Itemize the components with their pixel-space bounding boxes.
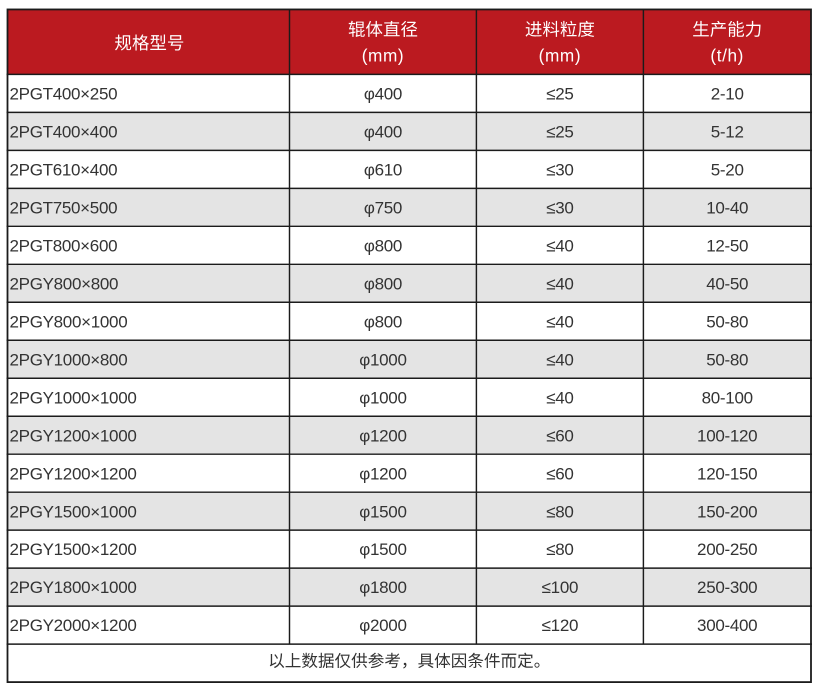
svg-text:120-150: 120-150 — [697, 464, 757, 483]
svg-text:12-50: 12-50 — [706, 236, 748, 255]
svg-text:5-12: 5-12 — [711, 122, 744, 141]
svg-text:≤40: ≤40 — [546, 388, 573, 407]
svg-text:80-100: 80-100 — [702, 388, 753, 407]
svg-text:≤30: ≤30 — [546, 160, 573, 179]
svg-text:250-300: 250-300 — [697, 578, 757, 597]
svg-text:2PGY800×800: 2PGY800×800 — [10, 274, 119, 293]
svg-text:2PGY1500×1000: 2PGY1500×1000 — [10, 502, 137, 521]
svg-text:200-250: 200-250 — [697, 540, 757, 559]
svg-text:≤60: ≤60 — [546, 464, 573, 483]
svg-text:2PGY1200×1200: 2PGY1200×1200 — [10, 464, 137, 483]
svg-text:φ400: φ400 — [364, 84, 402, 103]
svg-text:2PGY1000×1000: 2PGY1000×1000 — [10, 388, 137, 407]
svg-text:2PGT750×500: 2PGT750×500 — [10, 198, 118, 217]
svg-text:50-80: 50-80 — [706, 312, 748, 331]
svg-text:(t/h): (t/h) — [710, 45, 744, 65]
svg-text:φ800: φ800 — [364, 312, 402, 331]
svg-text:(mm): (mm) — [362, 45, 404, 65]
svg-text:≤25: ≤25 — [546, 122, 573, 141]
svg-text:≤60: ≤60 — [546, 426, 573, 445]
svg-text:≤80: ≤80 — [546, 540, 573, 559]
svg-text:φ1500: φ1500 — [359, 540, 406, 559]
svg-text:40-50: 40-50 — [706, 274, 748, 293]
svg-text:2PGY800×1000: 2PGY800×1000 — [10, 312, 128, 331]
svg-text:φ400: φ400 — [364, 122, 402, 141]
svg-text:φ1800: φ1800 — [359, 578, 406, 597]
svg-text:φ1000: φ1000 — [359, 388, 406, 407]
svg-text:≤120: ≤120 — [542, 616, 579, 635]
svg-text:50-80: 50-80 — [706, 350, 748, 369]
svg-text:φ610: φ610 — [364, 160, 402, 179]
svg-text:≤80: ≤80 — [546, 502, 573, 521]
svg-text:≤100: ≤100 — [542, 578, 579, 597]
svg-text:≤25: ≤25 — [546, 84, 573, 103]
svg-text:φ1500: φ1500 — [359, 502, 406, 521]
svg-text:φ800: φ800 — [364, 236, 402, 255]
svg-text:≤30: ≤30 — [546, 198, 573, 217]
svg-text:φ1000: φ1000 — [359, 350, 406, 369]
svg-text:2PGT800×600: 2PGT800×600 — [10, 236, 118, 255]
svg-text:φ1200: φ1200 — [359, 426, 406, 445]
svg-text:2PGY1200×1000: 2PGY1200×1000 — [10, 426, 137, 445]
svg-text:≤40: ≤40 — [546, 274, 573, 293]
svg-text:φ800: φ800 — [364, 274, 402, 293]
svg-text:5-20: 5-20 — [711, 160, 744, 179]
svg-text:φ2000: φ2000 — [359, 616, 406, 635]
svg-text:(mm): (mm) — [539, 45, 581, 65]
svg-text:300-400: 300-400 — [697, 616, 757, 635]
svg-text:2PGT400×250: 2PGT400×250 — [10, 84, 118, 103]
svg-text:2PGT400×400: 2PGT400×400 — [10, 122, 118, 141]
svg-text:2PGT610×400: 2PGT610×400 — [10, 160, 118, 179]
svg-text:2PGY1000×800: 2PGY1000×800 — [10, 350, 128, 369]
svg-text:≤40: ≤40 — [546, 236, 573, 255]
svg-text:2PGY2000×1200: 2PGY2000×1200 — [10, 616, 137, 635]
svg-text:2PGY1800×1000: 2PGY1800×1000 — [10, 578, 137, 597]
svg-text:100-120: 100-120 — [697, 426, 757, 445]
svg-text:φ1200: φ1200 — [359, 464, 406, 483]
svg-text:≤40: ≤40 — [546, 312, 573, 331]
svg-text:2-10: 2-10 — [711, 84, 744, 103]
svg-text:10-40: 10-40 — [706, 198, 748, 217]
svg-text:150-200: 150-200 — [697, 502, 757, 521]
svg-text:φ750: φ750 — [364, 198, 402, 217]
svg-text:≤40: ≤40 — [546, 350, 573, 369]
svg-text:2PGY1500×1200: 2PGY1500×1200 — [10, 540, 137, 559]
